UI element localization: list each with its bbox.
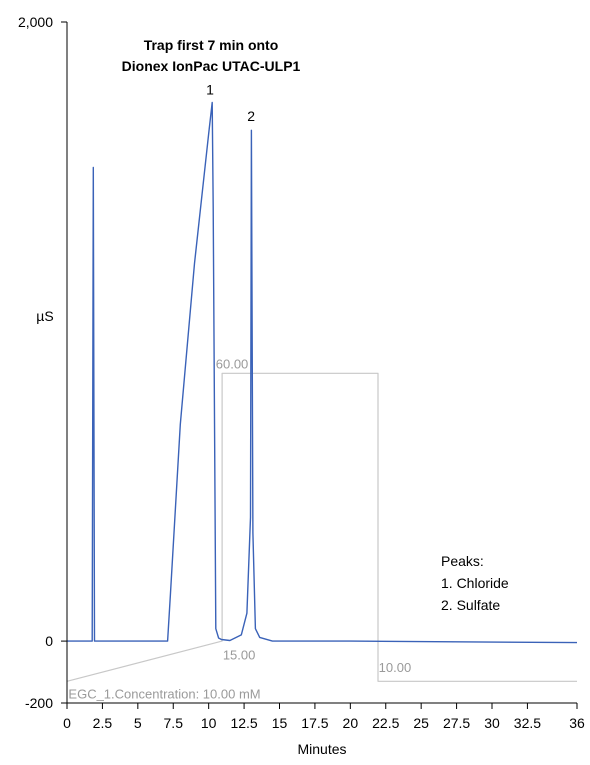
peak-label: 2 xyxy=(247,108,255,124)
x-tick-label: 10 xyxy=(201,715,217,731)
y-tick-label: -200 xyxy=(25,695,53,711)
chart-title-line-1: Trap first 7 min onto xyxy=(144,37,279,53)
x-tick-label: 27.5 xyxy=(443,715,470,731)
x-tick-label: 7.5 xyxy=(164,715,184,731)
annotations: 1 2 60.00 15.00 10.00 EGC_1.Concentration: 10… xyxy=(68,82,411,702)
gradient-series-line xyxy=(66,372,577,682)
legend: Peaks: 1. Chloride 2. Sulfate xyxy=(441,553,509,613)
legend-title: Peaks: xyxy=(441,553,484,569)
legend-item: 2. Sulfate xyxy=(441,597,500,613)
x-tick-label: 17.5 xyxy=(301,715,328,731)
y-tick-label: 2,000 xyxy=(18,14,53,30)
peak-label: 1 xyxy=(206,82,214,98)
axes: 0 2.5 5 7.5 10 12.5 15 17.5 20 22.5 25 27.5 30 32.5 36… xyxy=(18,14,585,731)
gradient-label: 15.00 xyxy=(223,648,256,663)
chart-title-line-2: Dionex IonPac UTAC-ULP1 xyxy=(122,58,301,74)
x-tick-label: 5 xyxy=(134,715,142,731)
signal-series-line xyxy=(67,101,578,644)
gradient-label: 60.00 xyxy=(216,357,249,372)
legend-item: 1. Chloride xyxy=(441,575,509,591)
x-tick-label: 2.5 xyxy=(93,715,113,731)
y-axis-label: µS xyxy=(36,308,53,324)
x-tick-label: 20 xyxy=(343,715,359,731)
x-tick-label: 36 xyxy=(569,715,585,731)
x-tick-label: 25 xyxy=(413,715,429,731)
plot-lines xyxy=(66,101,578,682)
x-tick-label: 0 xyxy=(63,715,71,731)
x-tick-label: 30 xyxy=(484,715,500,731)
x-tick-label: 15 xyxy=(272,715,288,731)
gradient-label: EGC_1.Concentration: 10.00 mM xyxy=(68,686,260,701)
x-tick-label: 22.5 xyxy=(372,715,399,731)
gradient-label: 10.00 xyxy=(379,660,412,675)
y-tick-label: 0 xyxy=(45,633,53,649)
x-tick-label: 12.5 xyxy=(230,715,257,731)
x-tick-label: 32.5 xyxy=(514,715,541,731)
x-axis-label: Minutes xyxy=(297,741,346,757)
